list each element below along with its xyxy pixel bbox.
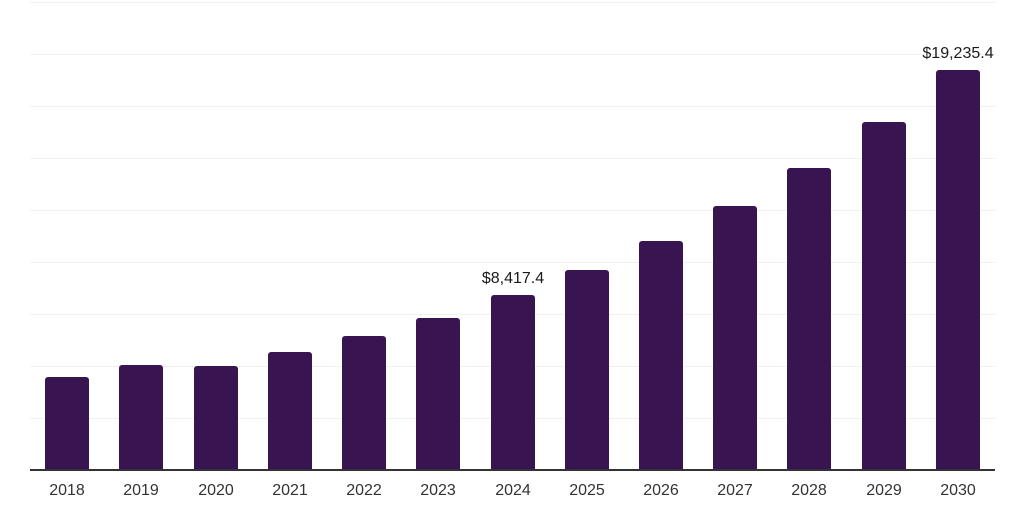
x-tick-label-2025: 2025: [569, 482, 605, 499]
bar-2019: [119, 365, 163, 470]
x-tick-label-2028: 2028: [791, 482, 827, 499]
gridline: [30, 262, 995, 263]
gridline: [30, 2, 995, 3]
value-label-2030: $19,235.4: [922, 45, 994, 62]
value-label-2024: $8,417.4: [481, 270, 545, 287]
bar-2022: [342, 336, 386, 470]
gridline: [30, 54, 995, 55]
x-tick-label-2019: 2019: [123, 482, 159, 499]
bar-2023: [416, 318, 460, 470]
bar-2029: [862, 122, 906, 470]
gridline: [30, 106, 995, 107]
x-tick-label-2027: 2027: [717, 482, 753, 499]
gridline: [30, 210, 995, 211]
bar-2025: [565, 270, 609, 470]
x-tick-label-2026: 2026: [643, 482, 679, 499]
x-tick-label-2023: 2023: [420, 482, 456, 499]
x-tick-label-2020: 2020: [198, 482, 234, 499]
bar-2026: [639, 241, 683, 470]
plot-area: $8,417.4 $19,235.4: [30, 2, 995, 470]
x-tick-label-2021: 2021: [272, 482, 308, 499]
x-tick-label-2029: 2029: [866, 482, 902, 499]
bar-2024: [491, 295, 535, 470]
x-axis-line: [30, 469, 995, 471]
gridline: [30, 158, 995, 159]
bar-2030: [936, 70, 980, 470]
bar-2028: [787, 168, 831, 470]
bar-2027: [713, 206, 757, 470]
x-tick-label-2024: 2024: [495, 482, 531, 499]
x-tick-label-2022: 2022: [346, 482, 382, 499]
x-tick-label-2030: 2030: [940, 482, 976, 499]
bar-2021: [268, 352, 312, 470]
bar-2018: [45, 377, 89, 470]
bar-2020: [194, 366, 238, 470]
x-tick-label-2018: 2018: [49, 482, 85, 499]
